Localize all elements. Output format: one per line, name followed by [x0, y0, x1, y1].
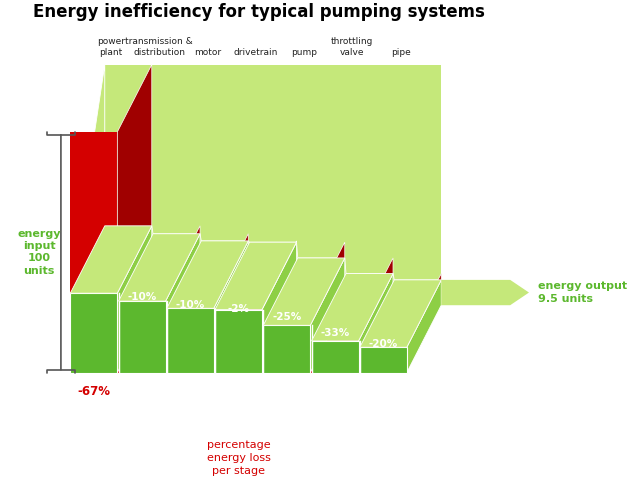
Text: percentage
energy loss
per stage: percentage energy loss per stage [206, 440, 270, 476]
Polygon shape [407, 274, 442, 347]
Text: -33%: -33% [320, 328, 350, 338]
Polygon shape [262, 241, 296, 310]
Polygon shape [263, 325, 311, 373]
Polygon shape [214, 241, 249, 373]
Polygon shape [442, 280, 529, 305]
Polygon shape [407, 280, 442, 373]
Polygon shape [119, 301, 166, 373]
Polygon shape [70, 293, 118, 373]
Polygon shape [118, 65, 152, 293]
Text: -10%: -10% [176, 300, 205, 310]
Polygon shape [215, 242, 296, 310]
Text: power
plant: power plant [97, 37, 125, 57]
Polygon shape [214, 234, 249, 308]
Text: pump: pump [291, 49, 317, 57]
Polygon shape [360, 347, 407, 373]
Polygon shape [312, 341, 358, 373]
Text: energy
input
100
units: energy input 100 units [17, 229, 61, 276]
Polygon shape [166, 234, 200, 373]
Text: -20%: -20% [369, 339, 398, 349]
Polygon shape [105, 65, 442, 305]
Text: -67%: -67% [77, 384, 111, 398]
Polygon shape [360, 280, 442, 347]
Polygon shape [215, 310, 262, 373]
Text: pipe: pipe [390, 49, 410, 57]
Text: -25%: -25% [272, 312, 302, 322]
Polygon shape [312, 274, 393, 341]
Text: motor: motor [194, 49, 221, 57]
Text: drivetrain: drivetrain [234, 49, 278, 57]
Text: -2%: -2% [227, 304, 250, 314]
Polygon shape [311, 242, 345, 325]
Polygon shape [167, 308, 214, 373]
Polygon shape [358, 274, 393, 373]
Polygon shape [311, 258, 345, 373]
Polygon shape [167, 241, 249, 308]
Text: transmission &
distribution: transmission & distribution [125, 37, 193, 57]
Polygon shape [262, 242, 296, 373]
Polygon shape [118, 226, 152, 373]
Polygon shape [119, 234, 200, 301]
Text: energy output
9.5 units: energy output 9.5 units [539, 281, 627, 304]
Polygon shape [70, 65, 442, 347]
Polygon shape [166, 226, 200, 301]
Polygon shape [358, 258, 393, 341]
Text: -10%: -10% [127, 292, 157, 302]
Polygon shape [70, 226, 152, 293]
Polygon shape [263, 258, 345, 325]
Text: Energy inefficiency for typical pumping systems: Energy inefficiency for typical pumping … [33, 3, 484, 21]
Text: throttling
valve: throttling valve [331, 37, 373, 57]
Polygon shape [70, 132, 407, 373]
